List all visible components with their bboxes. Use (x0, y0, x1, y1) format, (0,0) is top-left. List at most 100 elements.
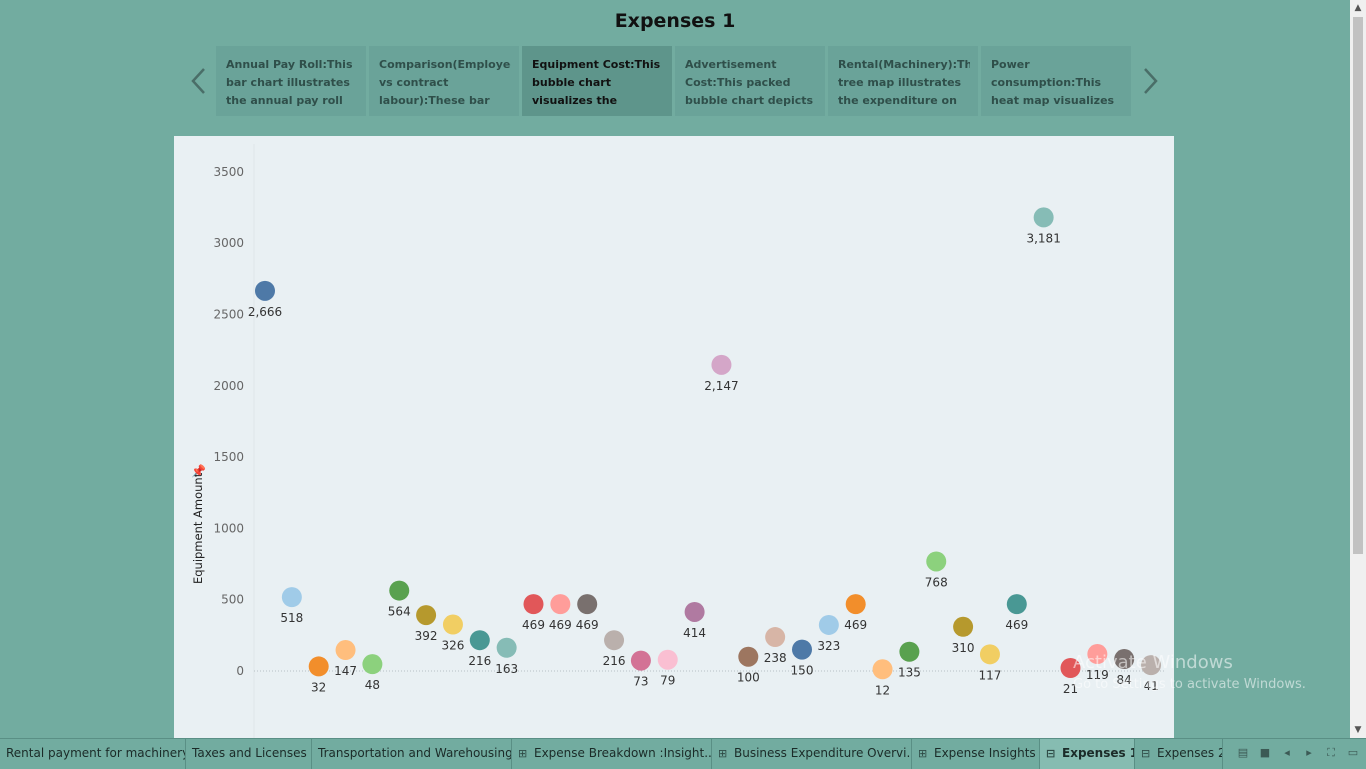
data-label: 147 (334, 664, 357, 678)
y-tick-label: 2000 (213, 379, 244, 393)
data-bubble (926, 551, 947, 572)
data-label: 564 (388, 605, 411, 619)
data-bubble (550, 594, 571, 615)
next-sheet-icon[interactable]: ▸ (1306, 746, 1312, 759)
y-tick-label: 1500 (213, 450, 244, 464)
data-bubble (416, 605, 437, 626)
data-bubble (577, 594, 598, 615)
tab-label: Expenses 2 (1157, 746, 1223, 760)
scroll-thumb[interactable] (1353, 17, 1363, 554)
tab-label: Rental payment for machinery (6, 746, 186, 760)
tab-expense-breakdown[interactable]: ⊞ Expense Breakdown :Insight... (512, 739, 712, 769)
story-title: Expenses 1 (614, 10, 736, 32)
tab-business-expenditure-overview[interactable]: ⊞ Business Expenditure Overvi... (712, 739, 912, 769)
data-label: 12 (875, 683, 890, 697)
sheet-tab-bar: Rental payment for machinery Taxes and L… (0, 738, 1366, 769)
data-label: 73 (633, 675, 648, 689)
data-bubble (1060, 658, 1081, 679)
y-tick-label: 3500 (213, 165, 244, 179)
previous-sheet-icon[interactable]: ◂ (1284, 746, 1290, 759)
data-bubble (442, 614, 463, 635)
device-preview-icon[interactable]: ▭ (1347, 746, 1359, 759)
data-label: 216 (603, 654, 626, 668)
data-bubble (496, 637, 517, 658)
tab-label: Expense Insights (934, 746, 1036, 760)
data-label: 518 (280, 611, 303, 625)
story-point-text: Comparison(Employee vs contract labour):… (379, 58, 511, 107)
data-label: 119 (1086, 668, 1109, 682)
data-label: 100 (737, 671, 760, 685)
y-tick-label: 0 (236, 664, 244, 678)
data-label: 238 (764, 651, 787, 665)
story-point-text: Equipment Cost:This bubble chart visuali… (532, 58, 661, 107)
story-point-comparison[interactable]: Comparison(Employee vs contract labour):… (369, 46, 519, 116)
data-bubble (469, 630, 490, 651)
story-point-power-consumption[interactable]: Power consumption:This heat map visualiz… (981, 46, 1131, 116)
data-bubble (845, 594, 866, 615)
story-point-rental-machinery[interactable]: Rental(Machinery):This tree map illustra… (828, 46, 978, 116)
data-label: 41 (1143, 679, 1158, 693)
data-bubble (604, 630, 625, 651)
tab-label: Expense Breakdown :Insight... (534, 746, 712, 760)
tab-expenses-1[interactable]: ⊟ Expenses 1 (1040, 739, 1135, 769)
tab-expense-insights[interactable]: ⊞ Expense Insights (912, 739, 1040, 769)
data-bubble (335, 640, 356, 661)
dashboard-icon: ⊞ (918, 747, 928, 760)
tab-expenses-2[interactable]: ⊟ Expenses 2 (1135, 739, 1223, 769)
data-bubble (1114, 649, 1135, 670)
data-label: 21 (1063, 682, 1078, 696)
data-label: 3,181 (1026, 231, 1060, 245)
dashboard-icon: ⊞ (718, 747, 728, 760)
show-filmstrip-icon[interactable]: ■ (1259, 746, 1271, 759)
tab-taxes-and-licenses[interactable]: Taxes and Licenses (186, 739, 312, 769)
data-label: 323 (817, 639, 840, 653)
scroll-down-icon[interactable]: ▼ (1354, 725, 1362, 735)
data-label: 469 (549, 618, 572, 632)
data-bubble (979, 644, 1000, 665)
data-bubble (1141, 655, 1162, 676)
story-point-text: Advertisement Cost:This packed bubble ch… (685, 58, 814, 107)
y-tick-label: 3000 (213, 236, 244, 250)
story-point-text: Rental(Machinery):This tree map illustra… (838, 58, 970, 107)
data-label: 469 (522, 618, 545, 632)
activate-windows-watermark-subtext: Go to Settings to activate Windows. (1073, 677, 1306, 692)
data-bubble (899, 641, 920, 662)
data-bubble (684, 601, 705, 622)
show-sheet-sorter-icon[interactable]: ▤ (1237, 746, 1249, 759)
data-label: 414 (683, 626, 706, 640)
tab-transportation-and-warehousing[interactable]: Transportation and Warehousing (312, 739, 512, 769)
prev-story-point-arrow-icon[interactable] (189, 66, 209, 96)
next-story-point-arrow-icon[interactable] (1140, 66, 1160, 96)
data-label: 326 (441, 639, 464, 653)
data-bubble (308, 656, 329, 677)
presentation-mode-icon[interactable]: ⛶ (1327, 746, 1335, 759)
data-bubble (765, 627, 786, 648)
data-label: 469 (844, 618, 867, 632)
tab-rental-payment-for-machinery[interactable]: Rental payment for machinery (0, 739, 186, 769)
data-label: 469 (1005, 618, 1028, 632)
tab-label: Transportation and Warehousing (318, 746, 512, 760)
story-point-advertisement-cost[interactable]: Advertisement Cost:This packed bubble ch… (675, 46, 825, 116)
vertical-scrollbar[interactable]: ▲ ▼ (1350, 0, 1366, 738)
story-point-annual-pay-roll[interactable]: Annual Pay Roll:This bar chart illustrat… (216, 46, 366, 116)
data-bubble (872, 659, 893, 680)
activate-windows-watermark: Activate Windows (1073, 652, 1233, 673)
data-label: 48 (365, 678, 380, 692)
tab-label: Taxes and Licenses (192, 746, 307, 760)
bubble-chart[interactable]: 0 500 1000 1500 2000 2500 3000 3500 Equipment Am… (174, 136, 1174, 738)
chart-panel[interactable]: 0 500 1000 1500 2000 2500 3000 3500 Equipment Am… (174, 136, 1174, 738)
data-bubble (630, 650, 651, 671)
tab-label: Expenses 1 (1062, 746, 1135, 760)
data-label: 392 (415, 629, 438, 643)
scroll-up-icon[interactable]: ▲ (1354, 3, 1362, 13)
tab-label: Business Expenditure Overvi... (734, 746, 912, 760)
story-point-equipment-cost[interactable]: Equipment Cost:This bubble chart visuali… (522, 46, 672, 116)
data-bubble (711, 354, 732, 375)
y-tick-label: 500 (221, 593, 244, 607)
story-point-text: Annual Pay Roll:This bar chart illustrat… (226, 58, 353, 107)
data-bubble (281, 587, 302, 608)
data-bubble (657, 649, 678, 670)
data-bubble (953, 616, 974, 637)
y-tick-label: 1000 (213, 521, 244, 535)
data-bubble (1033, 207, 1054, 228)
